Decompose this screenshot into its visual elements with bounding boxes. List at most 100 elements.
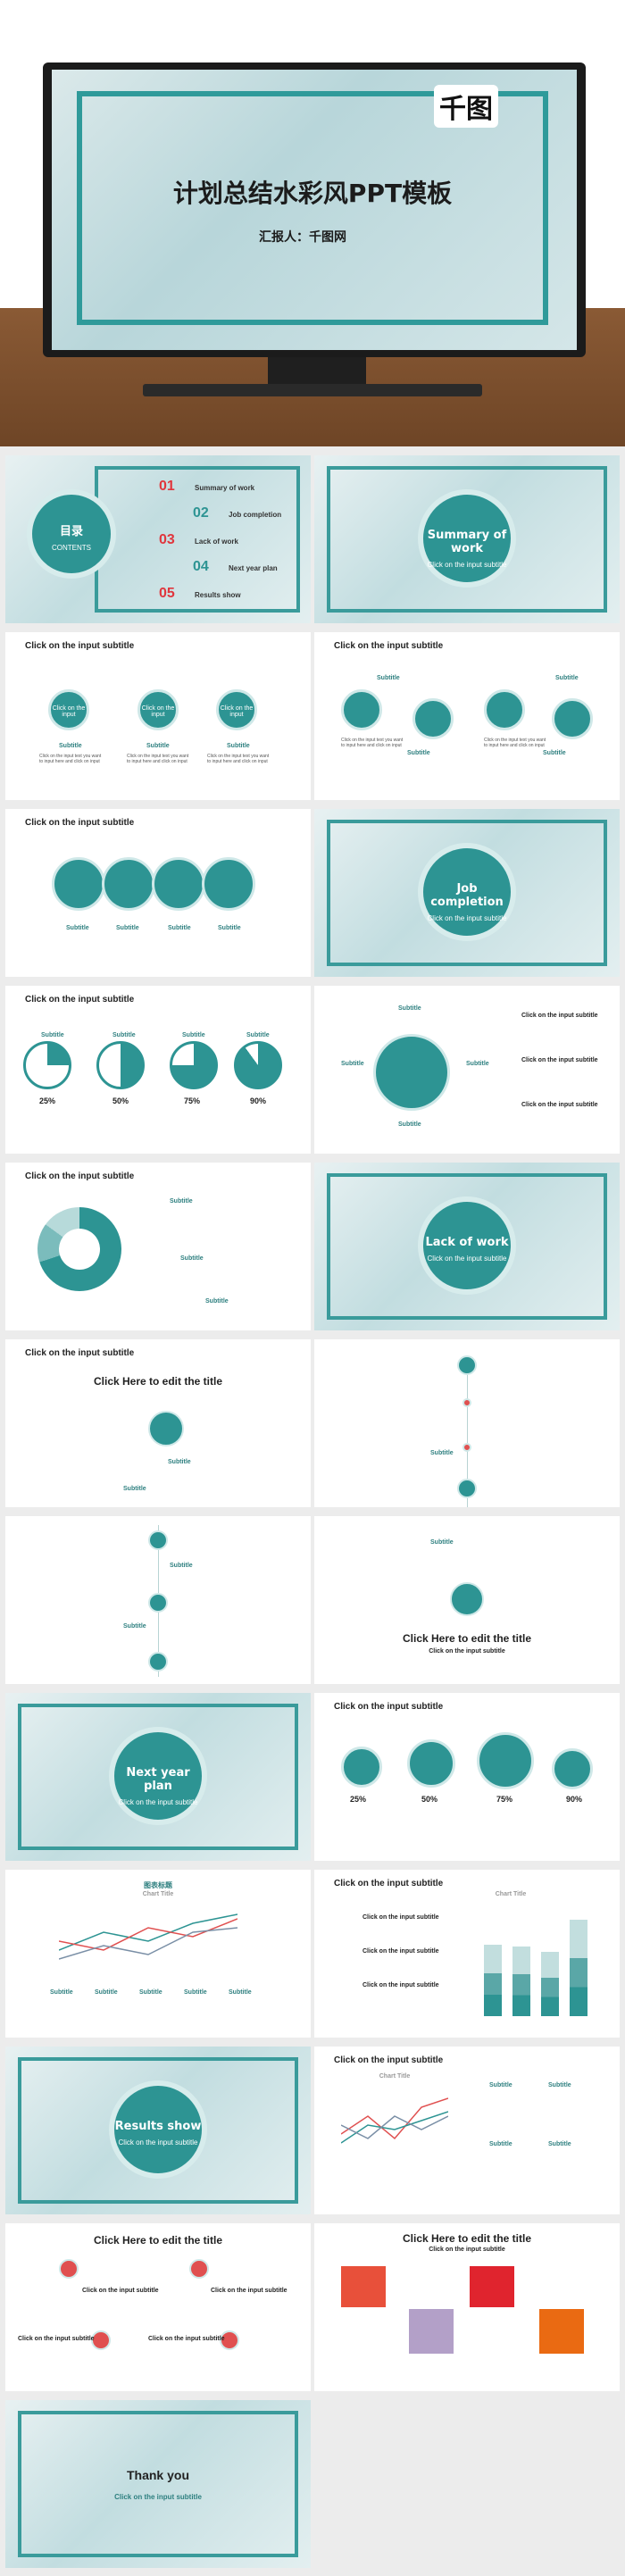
section-title: Results show [114,2120,202,2133]
slide-header: Click on the input subtitle [25,1171,135,1181]
pie-50 [96,1041,145,1089]
subtitle: Subtitle [341,1061,364,1067]
slide-line-chart-2[interactable]: Click on the input subtitle Chart Title … [314,2047,620,2214]
subtitle: Subtitle [180,1255,204,1262]
section-circle: Lack of work Click on the input subtitle [418,1196,516,1295]
monitor-base [143,384,482,396]
gear-icon [552,1748,593,1789]
subtitle: Subtitle [548,2082,571,2088]
quote-icon [412,698,454,739]
subtitle: Subtitle [182,1032,205,1038]
subtitle: Subtitle [59,743,82,749]
slide-lack[interactable]: Lack of work Click on the input subtitle [314,1163,620,1330]
slide-sports-icons[interactable]: Click on the input subtitle Subtitle Sub… [5,809,311,977]
hero-banner: 千图 计划总结水彩风PPT模板 汇报人：千图网 [0,0,625,446]
slide-line-chart[interactable]: 图表标题 Chart Title Subtitle Subtitle Subti… [5,1870,311,2038]
thanks-title: Thank you [126,2468,189,2482]
document-icon [189,2259,209,2279]
camera-icon [59,2259,79,2279]
section-circle: Summary of work Click on the input subti… [418,489,516,588]
side-header: Click on the input subtitle [521,1102,598,1108]
subtitle: Subtitle [430,1539,454,1546]
percent-label: 75% [184,1096,201,1105]
slide-next[interactable]: Next year plan Click on the input subtit… [5,1693,311,1861]
slide-color-blocks[interactable]: Click Here to edit the title Click on th… [314,2223,620,2391]
slide-job[interactable]: Job completion Click on the input subtit… [314,809,620,977]
subtitle: Subtitle [218,925,241,931]
slide-contents[interactable]: 目录 CONTENTS 01 Summary of work 02 Job co… [5,455,311,623]
subtitle: Subtitle [377,675,400,681]
body-text: Click on the input text you want to inpu… [341,738,404,748]
timeline-dot [462,1443,471,1452]
body-text: Click on the input text you want to inpu… [484,738,546,748]
pie-25 [23,1041,71,1089]
line-chart [59,1913,238,1960]
slide-header: Click on the input subtitle [334,641,444,651]
item-header: Click on the input subtitle [148,2336,225,2342]
subtitle: Subtitle [466,1061,489,1067]
subtitle: Subtitle [205,1298,229,1305]
slide-steps[interactable]: Click on the input subtitle 25% 50% 75% … [314,1693,620,1861]
red-block [341,2266,386,2307]
info-circle-label: Click on the input [141,705,175,718]
subtitle: Subtitle [112,1032,136,1038]
slide-semi-circles[interactable]: Click on the input subtitle Subtitle Sub… [314,632,620,800]
section-circle: Results show Click on the input subtitle [109,2080,207,2179]
slide-bar-chart[interactable]: Click on the input subtitle Chart Title … [314,1870,620,2038]
slide-pie-percent[interactable]: Click on the input subtitle 25% 50% 75% … [5,986,311,1154]
contents-num: 01 [159,479,175,494]
percent-label: 25% [39,1096,56,1105]
body-text: Click on the input text you want to inpu… [207,754,270,764]
ski-icon [52,857,105,911]
subtitle: Subtitle [116,925,139,931]
slide-frame [18,2411,298,2557]
slide-frame [327,820,607,966]
slide-subheader: Click on the input subtitle [429,2247,505,2253]
line-chart [341,2097,448,2144]
car-icon [148,1652,168,1671]
subtitle: Subtitle [123,1623,146,1630]
slide-header: Click on the input subtitle [25,995,135,1005]
brand-logo: 千图 [434,85,498,128]
slide-summary[interactable]: Summary of work Click on the input subti… [314,455,620,623]
contents-num: 05 [159,586,175,601]
slide-device-circle[interactable]: Subtitle Subtitle Subtitle Subtitle Clic… [314,986,620,1154]
slide-edit-title[interactable]: Subtitle Click Here to edit the title Cl… [314,1516,620,1684]
subtitle: Subtitle [227,743,250,749]
subtitle: Subtitle [548,2141,571,2147]
slide-header: Click on the input subtitle [334,1879,444,1888]
slide-results[interactable]: Results show Click on the input subtitle [5,2047,311,2214]
tablet-icon [457,1355,477,1375]
hero-reporter: 汇报人：千图网 [259,230,346,245]
slide-subheader: Click on the input subtitle [429,1648,505,1655]
slide-three-circles[interactable]: Click on the input subtitle Click on the… [5,632,311,800]
slide-header: Click on the input subtitle [25,1348,135,1358]
subtitle: Subtitle [168,925,191,931]
contents-item: Lack of work [195,538,238,546]
cycling-icon [152,857,205,911]
item-header: Click on the input subtitle [18,2336,95,2342]
item-header: Click on the input subtitle [362,1914,439,1921]
target-icon [148,1411,184,1446]
slide-timeline-left[interactable]: Click on the input subtitle Click Here t… [5,1339,311,1507]
info-circle: Click on the input [216,689,257,730]
purple-block [409,2309,454,2354]
keyboard-icon [450,1582,484,1616]
percent-label: 50% [421,1795,438,1804]
slide-icon-grid[interactable]: Click Here to edit the title Click on th… [5,2223,311,2391]
crimson-block [470,2266,514,2307]
contents-circle: 目录 CONTENTS [27,489,116,579]
contents-title: 目录 [59,525,83,538]
slide-thanks[interactable]: Thank you Click on the input subtitle [5,2400,311,2568]
flag-icon [457,1479,477,1498]
subtitle: Subtitle [398,1121,421,1128]
slide-timeline-icons[interactable]: Subtitle Subtitle [5,1516,311,1684]
slide-donut[interactable]: Click on the input subtitle Subtitle Sub… [5,1163,311,1330]
orange-block [539,2309,584,2354]
subtitle: Subtitle [123,1486,146,1492]
percent-label: 90% [566,1795,583,1804]
thanks-subtitle: Click on the input subtitle [114,2493,202,2501]
slide-timeline-right[interactable]: Subtitle [314,1339,620,1507]
bar-3 [541,1952,559,2016]
section-subtitle: Click on the input subtitle [118,2138,198,2147]
